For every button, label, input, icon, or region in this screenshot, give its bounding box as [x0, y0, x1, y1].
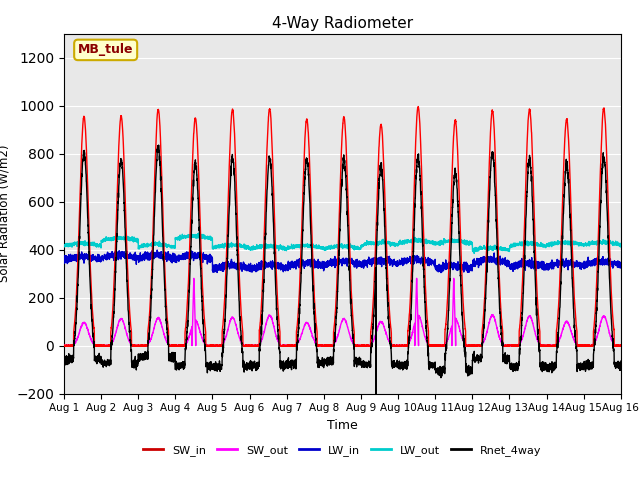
Rnet_4way — [322, 359, 330, 365]
Rnet_4way — [468, 367, 476, 372]
LW_in — [322, 264, 330, 270]
SW_out — [462, 343, 470, 349]
SW_in — [499, 342, 507, 348]
SW_out — [60, 343, 68, 348]
Line: Rnet_4way: Rnet_4way — [64, 145, 621, 397]
SW_in — [322, 342, 330, 348]
SW_out — [190, 276, 198, 281]
SW_out — [322, 343, 330, 348]
LW_out — [60, 244, 68, 250]
Rnet_4way — [155, 142, 163, 148]
Rnet_4way — [372, 394, 380, 400]
LW_in — [437, 270, 445, 276]
Rnet_4way — [436, 372, 444, 378]
LW_out — [617, 243, 625, 249]
SW_out — [436, 343, 444, 348]
Rnet_4way — [616, 362, 624, 368]
SW_in — [60, 343, 68, 349]
SW_in — [61, 343, 69, 349]
Rnet_4way — [617, 358, 625, 364]
Rnet_4way — [60, 353, 68, 359]
Title: 4-Way Radiometer: 4-Way Radiometer — [272, 16, 413, 31]
SW_out — [160, 331, 168, 337]
LW_out — [470, 251, 478, 256]
SW_in — [617, 342, 625, 348]
X-axis label: Time: Time — [327, 419, 358, 432]
LW_out — [160, 242, 168, 248]
LW_in — [468, 265, 476, 271]
LW_out — [499, 245, 507, 251]
Line: SW_out: SW_out — [64, 278, 621, 346]
SW_in — [161, 250, 168, 255]
Legend: SW_in, SW_out, LW_in, LW_out, Rnet_4way: SW_in, SW_out, LW_in, LW_out, Rnet_4way — [139, 440, 546, 460]
Text: MB_tule: MB_tule — [78, 43, 133, 56]
Rnet_4way — [161, 271, 168, 276]
LW_in — [436, 266, 444, 272]
SW_in — [415, 104, 422, 109]
SW_out — [499, 343, 507, 348]
LW_out — [195, 230, 203, 236]
Rnet_4way — [499, 354, 507, 360]
LW_in — [499, 257, 507, 263]
Line: SW_in: SW_in — [64, 107, 621, 346]
Line: LW_in: LW_in — [64, 250, 621, 273]
SW_out — [616, 343, 624, 348]
SW_out — [468, 342, 476, 348]
LW_out — [616, 242, 624, 248]
SW_out — [617, 343, 625, 349]
SW_in — [616, 343, 624, 349]
LW_in — [616, 261, 624, 266]
LW_out — [322, 247, 330, 253]
LW_in — [161, 252, 168, 258]
LW_out — [467, 240, 475, 245]
SW_in — [468, 342, 476, 348]
SW_in — [436, 342, 444, 348]
Line: LW_out: LW_out — [64, 233, 621, 253]
LW_out — [436, 238, 444, 243]
LW_in — [154, 247, 161, 253]
LW_in — [617, 260, 625, 265]
Y-axis label: Solar Radiation (W/m2): Solar Radiation (W/m2) — [0, 145, 11, 282]
LW_in — [60, 254, 68, 260]
